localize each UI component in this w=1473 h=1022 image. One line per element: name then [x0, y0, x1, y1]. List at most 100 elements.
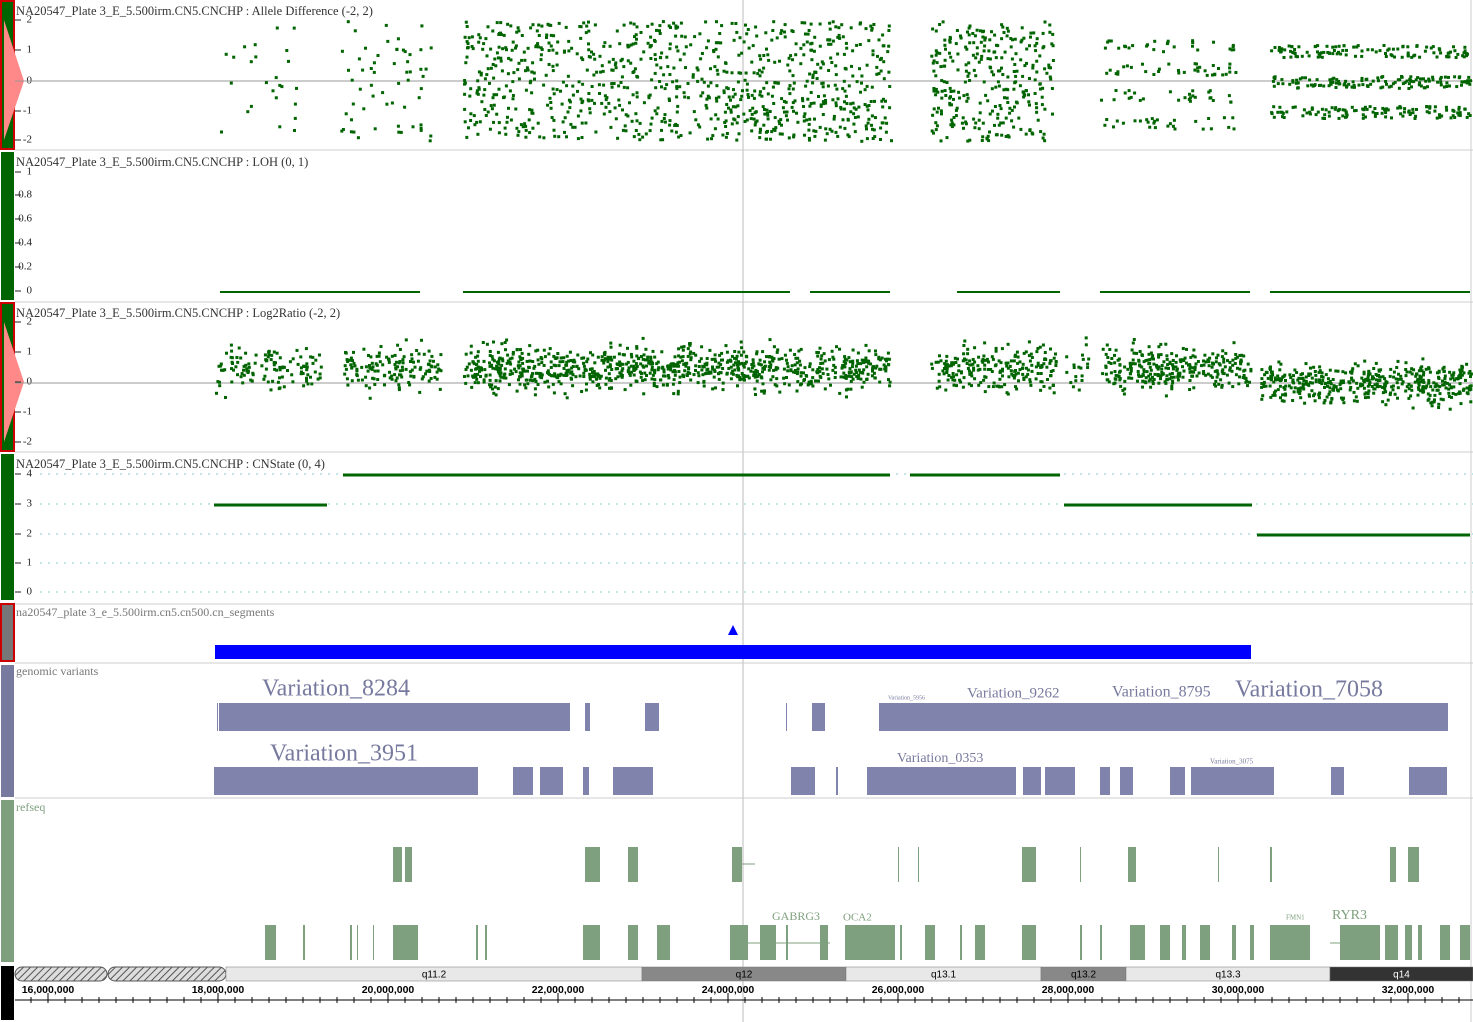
data-point [826, 84, 830, 88]
data-point [953, 378, 957, 382]
data-point [1084, 336, 1088, 340]
data-point [555, 63, 559, 67]
data-point [264, 367, 268, 371]
data-point [1072, 363, 1076, 367]
data-point [1330, 397, 1334, 400]
data-point [836, 52, 840, 56]
data-point [989, 368, 993, 371]
data-point [964, 122, 968, 126]
data-point [997, 359, 1001, 363]
data-point [934, 53, 938, 57]
data-point [1171, 124, 1175, 128]
data-point [860, 385, 864, 389]
data-point [653, 109, 657, 113]
data-point [1196, 66, 1200, 70]
data-point [988, 130, 991, 134]
data-point [867, 349, 871, 353]
data-point [464, 368, 468, 371]
variant [1100, 767, 1110, 795]
data-point [1336, 369, 1340, 373]
data-point [736, 384, 739, 388]
data-point [795, 111, 798, 115]
data-point [496, 369, 500, 373]
data-point [656, 106, 660, 110]
data-point [1323, 386, 1326, 389]
data-point [765, 81, 769, 85]
data-point [510, 48, 514, 52]
data-point [1188, 99, 1192, 103]
data-point [628, 372, 632, 375]
data-point [536, 45, 540, 49]
data-point [1331, 378, 1335, 381]
data-point [846, 117, 850, 121]
data-point [1332, 386, 1336, 390]
cytoband-label: q13.1 [931, 970, 956, 981]
data-point [1314, 380, 1318, 384]
data-point [635, 365, 639, 368]
data-point [1438, 113, 1441, 117]
data-point [546, 103, 550, 107]
data-point [983, 390, 987, 394]
data-point [744, 23, 747, 27]
data-point [598, 54, 602, 58]
data-point [1204, 360, 1208, 364]
data-point [802, 115, 806, 119]
data-point [1049, 370, 1053, 373]
data-point [866, 121, 870, 125]
data-point [1399, 377, 1403, 381]
data-point [616, 136, 620, 140]
data-point [721, 367, 725, 370]
data-point [1417, 383, 1421, 387]
data-point [992, 381, 996, 385]
data-point [1289, 376, 1293, 380]
data-point [482, 378, 486, 382]
data-point [632, 368, 636, 372]
data-point [494, 393, 498, 397]
data-point [1131, 341, 1135, 345]
data-point [1222, 360, 1226, 364]
data-point [1327, 392, 1331, 396]
data-point [769, 365, 772, 369]
data-point [701, 373, 705, 377]
data-point [1172, 375, 1176, 379]
data-point [1438, 115, 1442, 119]
data-point [631, 71, 635, 74]
tick-label: 3 [27, 498, 33, 510]
data-point [645, 364, 648, 368]
data-point [838, 125, 842, 129]
data-point [930, 129, 934, 133]
data-point [994, 85, 998, 89]
data-point [1460, 80, 1464, 84]
data-point [412, 360, 415, 364]
data-point [791, 101, 795, 105]
data-point [1239, 362, 1243, 366]
data-point [598, 386, 602, 390]
data-point [1159, 377, 1162, 381]
data-point [666, 65, 670, 69]
data-point [397, 386, 401, 390]
data-point [959, 36, 963, 40]
data-point [1049, 347, 1052, 351]
data-point [655, 362, 659, 366]
data-point [1231, 363, 1235, 367]
data-point [540, 361, 544, 365]
data-point [648, 129, 652, 133]
data-point [751, 106, 755, 110]
data-point [884, 99, 887, 103]
exon [393, 925, 418, 960]
data-point [968, 79, 972, 82]
data-point [280, 375, 284, 379]
data-point [1420, 365, 1424, 369]
data-point [1433, 109, 1437, 113]
data-point [381, 363, 385, 367]
data-point [1272, 105, 1276, 109]
data-point [1005, 34, 1009, 38]
data-point [1176, 378, 1180, 382]
data-point [809, 379, 813, 383]
data-point [609, 379, 613, 382]
data-point [1459, 371, 1463, 375]
data-point [1418, 81, 1422, 85]
data-point [1054, 352, 1057, 356]
data-point [635, 25, 639, 29]
data-point [737, 71, 741, 75]
